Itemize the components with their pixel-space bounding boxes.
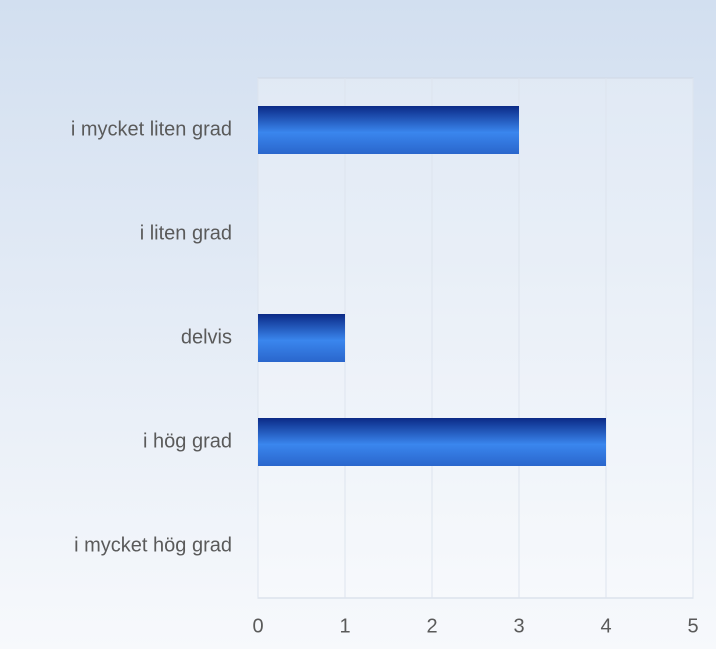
x-tick-label: 1 — [339, 615, 350, 637]
bar — [258, 106, 519, 154]
x-tick-label: 5 — [687, 615, 698, 637]
x-tick-label: 2 — [426, 615, 437, 637]
y-tick-label: i liten grad — [140, 222, 232, 244]
x-tick-label: 4 — [600, 615, 611, 637]
bar — [258, 418, 606, 466]
y-tick-label: i hög grad — [143, 430, 232, 452]
y-tick-label: i mycket liten grad — [71, 118, 232, 140]
y-tick-label: delvis — [181, 326, 232, 348]
bar — [258, 314, 345, 362]
y-tick-label: i mycket hög grad — [74, 534, 232, 556]
x-tick-label: 0 — [252, 615, 263, 637]
x-tick-label: 3 — [513, 615, 524, 637]
